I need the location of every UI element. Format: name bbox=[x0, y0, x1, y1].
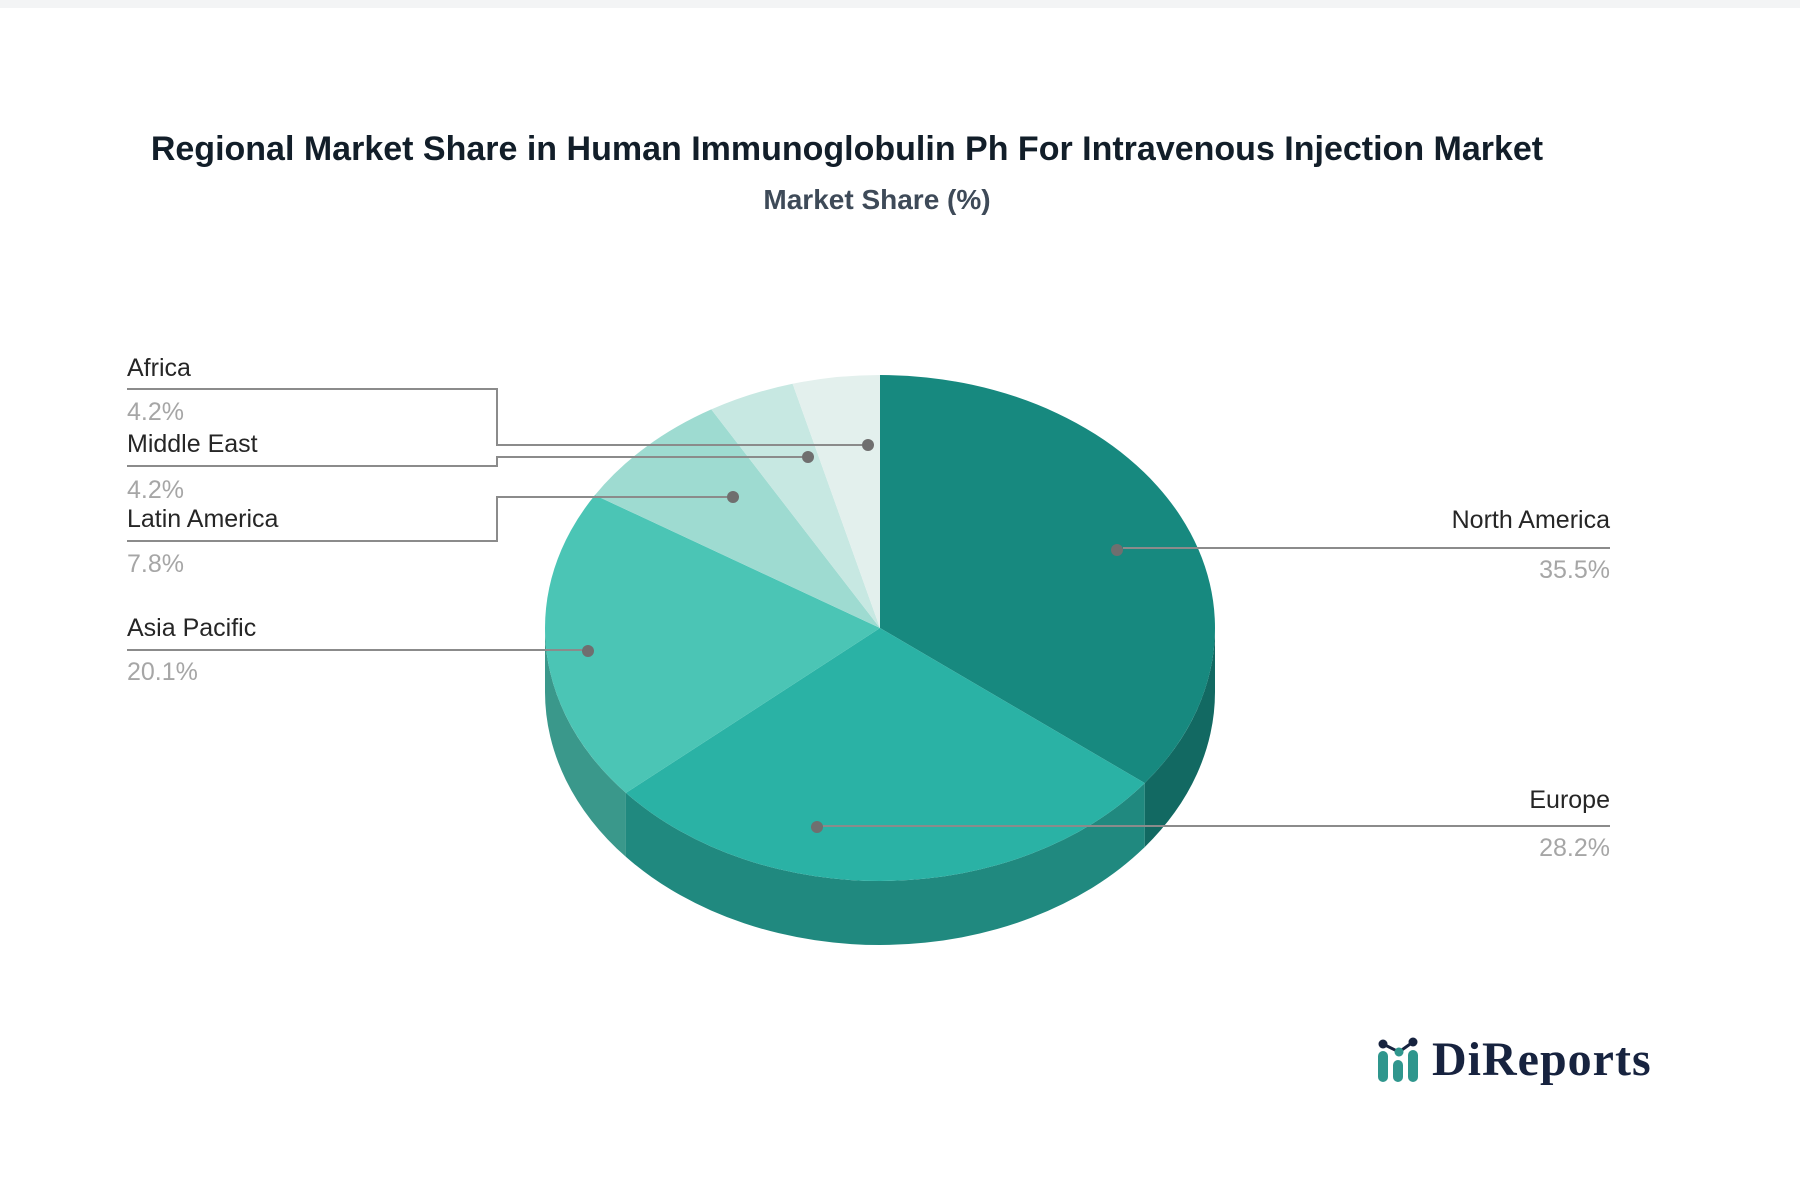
leader-dot-latin-america bbox=[727, 491, 739, 503]
pie-3d-walls bbox=[545, 628, 1215, 945]
callout-pct-europe: 28.2% bbox=[1539, 834, 1610, 862]
callout-pct-africa: 4.2% bbox=[127, 398, 184, 426]
pie-wall-asia-pacific bbox=[545, 628, 626, 857]
logo-bar-line-chart-icon bbox=[1378, 1037, 1418, 1082]
leader-line-africa bbox=[127, 388, 862, 446]
callout-label-middle-east: Middle East bbox=[127, 430, 258, 458]
leader-dots bbox=[582, 439, 1123, 833]
pie-slices bbox=[545, 375, 1215, 881]
direports-logo: DiReports bbox=[1377, 1036, 1652, 1084]
pie-slice-asia-pacific[interactable] bbox=[545, 495, 880, 793]
pie-slice-africa[interactable] bbox=[792, 375, 880, 628]
pie-slice-latin-america[interactable] bbox=[594, 409, 880, 628]
leader-dot-africa bbox=[862, 439, 874, 451]
callout-pct-middle-east: 4.2% bbox=[127, 476, 184, 504]
leader-dot-europe bbox=[811, 821, 823, 833]
leader-line-middle-east bbox=[127, 456, 802, 467]
leader-dot-north-america bbox=[1111, 544, 1123, 556]
pie-wall-europe bbox=[625, 783, 1145, 945]
callout-pct-north-america: 35.5% bbox=[1539, 556, 1610, 584]
callout-label-africa: Africa bbox=[127, 354, 191, 382]
leader-dot-middle-east bbox=[802, 451, 814, 463]
callout-pct-latin-america: 7.8% bbox=[127, 550, 184, 578]
page-top-strip bbox=[0, 0, 1800, 8]
pie-slice-europe[interactable] bbox=[625, 628, 1145, 881]
leader-lines bbox=[127, 388, 1610, 827]
callout-label-europe: Europe bbox=[1529, 786, 1610, 814]
logo-text: DiReports bbox=[1432, 1033, 1652, 1086]
callout-label-asia-pacific: Asia Pacific bbox=[127, 614, 257, 642]
pie-slice-north-america[interactable] bbox=[880, 375, 1215, 784]
callout-label-north-america: North America bbox=[1451, 506, 1610, 534]
callout-label-latin-america: Latin America bbox=[127, 505, 279, 533]
leader-dot-asia-pacific bbox=[582, 645, 594, 657]
chart-title: Regional Market Share in Human Immunoglo… bbox=[150, 130, 1544, 168]
leader-line-latin-america bbox=[127, 496, 727, 542]
callout-pct-asia-pacific: 20.1% bbox=[127, 658, 198, 686]
chart-subtitle: Market Share (%) bbox=[763, 184, 991, 215]
pie-wall-north-america bbox=[1144, 628, 1215, 848]
